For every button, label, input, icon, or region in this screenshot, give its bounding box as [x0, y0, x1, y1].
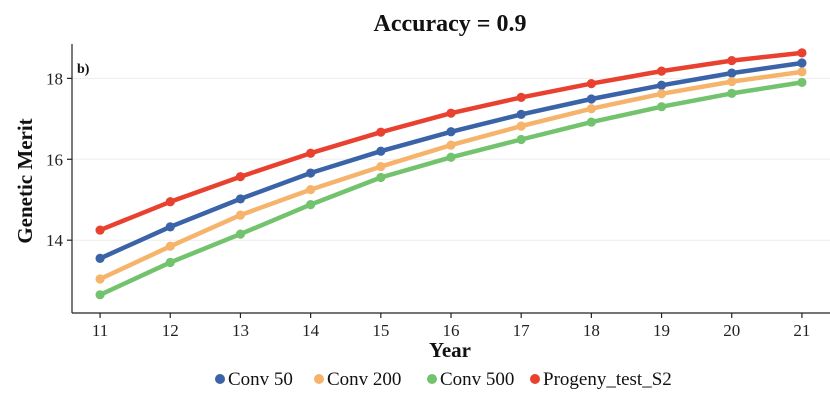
data-point-conv-500 [376, 172, 386, 183]
data-point-conv-500 [165, 257, 175, 268]
legend-swatch [427, 374, 437, 384]
series-conv-50 [95, 58, 807, 263]
data-point-conv-500 [656, 102, 667, 112]
data-point-conv-200 [516, 121, 526, 131]
legend-label: Conv 500 [440, 369, 514, 390]
data-point-conv-200 [95, 274, 105, 284]
data-point-conv-50 [306, 168, 316, 178]
data-point-conv-50 [95, 253, 105, 263]
x-axis-label: Year [429, 338, 471, 362]
data-point-conv-50 [165, 222, 175, 232]
legend-label: Conv 50 [228, 369, 293, 390]
data-point-progeny-test-s2 [727, 55, 737, 66]
data-point-conv-50 [235, 194, 246, 204]
data-point-conv-50 [376, 146, 386, 156]
data-point-conv-200 [727, 77, 737, 87]
legend-item-conv-200: Conv 200 [314, 369, 401, 390]
legend-item-conv-500: Conv 500 [427, 369, 514, 390]
data-point-conv-50 [797, 58, 807, 68]
data-point-progeny-test-s2 [516, 92, 526, 102]
data-point-conv-200 [797, 67, 807, 77]
legend-item-conv-50: Conv 50 [215, 369, 293, 390]
data-point-progeny-test-s2 [95, 225, 105, 235]
series-layer [95, 48, 807, 300]
data-point-progeny-test-s2 [586, 79, 596, 89]
data-point-progeny-test-s2 [306, 148, 316, 158]
data-point-progeny-test-s2 [446, 108, 456, 118]
y-tick-label: 14 [46, 231, 64, 250]
data-point-progeny-test-s2 [797, 48, 807, 58]
legend-label: Progeny_test_S2 [543, 369, 672, 390]
y-tick-label: 18 [46, 69, 63, 88]
x-ticks: 11 12 13 14 15 16 17 18 19 20 21 [92, 313, 810, 340]
data-point-conv-50 [516, 109, 526, 119]
data-point-conv-200 [446, 140, 456, 150]
data-point-progeny-test-s2 [165, 197, 175, 207]
x-tick-label: 13 [232, 321, 249, 340]
legend-swatch [215, 374, 225, 384]
data-point-conv-500 [797, 77, 807, 88]
data-point-conv-200 [586, 104, 596, 114]
data-point-conv-200 [306, 185, 316, 195]
panel-label: b) [77, 62, 90, 77]
x-tick-label: 17 [513, 321, 531, 340]
series-conv-200 [95, 67, 807, 284]
data-point-conv-200 [376, 161, 386, 172]
data-point-progeny-test-s2 [235, 172, 246, 182]
legend-label: Conv 200 [327, 369, 401, 390]
legend-item-progeny-test-s2: Progeny_test_S2 [530, 369, 672, 390]
x-tick-label: 20 [723, 321, 740, 340]
data-point-conv-500 [306, 199, 316, 210]
chart-title: Accuracy = 0.9 [374, 11, 527, 37]
series-conv-500 [95, 77, 807, 300]
x-tick-label: 15 [372, 321, 389, 340]
series-progeny-test-s2 [95, 48, 807, 235]
data-point-conv-500 [516, 134, 526, 145]
data-point-conv-500 [235, 229, 246, 239]
y-ticks: 14 16 18 [46, 69, 72, 250]
data-point-conv-200 [165, 241, 175, 251]
x-tick-label: 12 [162, 321, 179, 340]
data-point-conv-500 [586, 117, 596, 127]
x-tick-label: 19 [653, 321, 670, 340]
data-point-conv-500 [95, 290, 105, 300]
data-point-conv-500 [446, 152, 456, 162]
legend: Conv 50 Conv 200 Conv 500 Progeny_test_S2 [215, 369, 672, 390]
legend-swatch [530, 374, 540, 384]
data-point-progeny-test-s2 [656, 66, 667, 76]
data-point-conv-50 [586, 94, 596, 104]
legend-swatch [314, 374, 324, 384]
y-axis-label: Genetic Merit [13, 118, 37, 243]
x-tick-label: 21 [793, 321, 810, 340]
data-point-progeny-test-s2 [376, 127, 386, 137]
data-point-conv-500 [727, 88, 737, 98]
y-tick-label: 16 [46, 150, 63, 169]
data-point-conv-50 [446, 127, 456, 137]
data-point-conv-50 [727, 68, 737, 78]
data-point-conv-200 [235, 210, 246, 220]
data-point-conv-50 [656, 80, 667, 90]
x-tick-label: 14 [302, 321, 320, 340]
data-point-conv-200 [656, 89, 667, 99]
x-tick-label: 11 [92, 321, 108, 340]
x-tick-label: 18 [583, 321, 600, 340]
x-tick-label: 16 [443, 321, 460, 340]
